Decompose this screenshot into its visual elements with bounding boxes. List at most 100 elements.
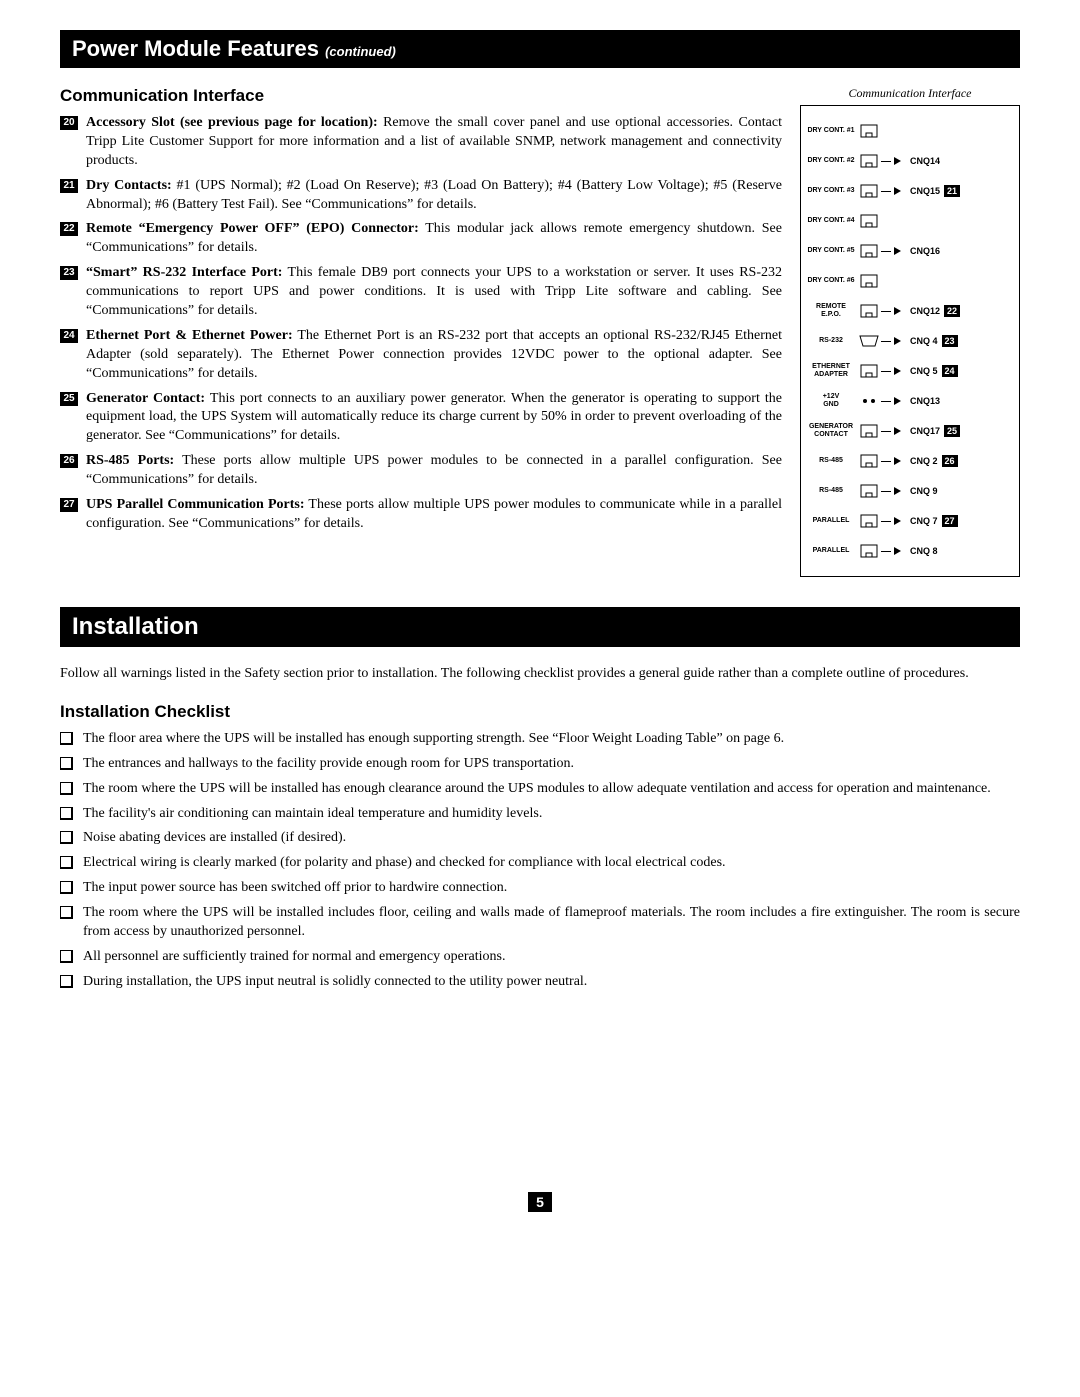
checklist-item: All personnel are sufficiently trained f…	[60, 948, 1020, 967]
port-cnq-label: CNQ 4	[910, 336, 938, 346]
port-row: +12VGNDCNQ13	[805, 386, 1015, 416]
features-column: Communication Interface 20Accessory Slot…	[60, 86, 782, 577]
port-shape	[857, 454, 881, 468]
port-label: REMOTEE.P.O.	[805, 303, 857, 318]
port-label: DRY CONT. #5	[805, 247, 857, 255]
port-cnq-label: CNQ 8	[910, 546, 938, 556]
feature-item: 20Accessory Slot (see previous page for …	[60, 114, 782, 171]
header-continued: (continued)	[325, 44, 396, 59]
port-cnq-label: CNQ12	[910, 306, 940, 316]
checklist-item: Noise abating devices are installed (if …	[60, 829, 1020, 848]
feature-item: 26 RS-485 Ports: These ports allow multip…	[60, 452, 782, 490]
port-row: RS-485CNQ 226	[805, 446, 1015, 476]
port-cnq-label: CNQ14	[910, 156, 940, 166]
checkbox-icon	[60, 975, 73, 988]
checkbox-icon	[60, 807, 73, 820]
checkbox-icon	[60, 757, 73, 770]
feature-body: Ethernet Port & Ethernet Power: The Ethe…	[86, 327, 782, 384]
communication-interface-diagram: DRY CONT. #1DRY CONT. #2CNQ14DRY CONT. #…	[800, 105, 1020, 577]
feature-number-badge: 26	[60, 454, 78, 468]
feature-body: Dry Contacts: #1 (UPS Normal); #2 (Load …	[86, 177, 782, 215]
callout-badge: 24	[942, 365, 958, 377]
port-cnq-label: CNQ15	[910, 186, 940, 196]
port-shape	[857, 184, 881, 198]
port-label: RS-232	[805, 337, 857, 345]
port-shape	[857, 395, 881, 407]
arrow-icon	[894, 187, 901, 195]
arrow-icon	[894, 337, 901, 345]
port-label: DRY CONT. #2	[805, 157, 857, 165]
checklist-text: The input power source has been switched…	[83, 879, 1020, 898]
installation-intro: Follow all warnings listed in the Safety…	[60, 665, 1020, 684]
port-row: REMOTEE.P.O. CNQ12 22	[805, 296, 1015, 326]
port-row: RS-232 CNQ 4 23	[805, 326, 1015, 356]
port-shape	[857, 214, 881, 228]
port-label: RS-485	[805, 487, 857, 495]
port-label: GENERATORCONTACT	[805, 423, 857, 438]
checkbox-icon	[60, 950, 73, 963]
port-row: DRY CONT. #3CNQ1521	[805, 176, 1015, 206]
checkbox-icon	[60, 732, 73, 745]
port-shape	[857, 424, 881, 438]
section-header-installation: Installation	[60, 607, 1020, 647]
callout-badge: 23	[942, 335, 958, 347]
port-label: DRY CONT. #1	[805, 127, 857, 135]
port-label: ETHERNETADAPTER	[805, 363, 857, 378]
feature-body: RS-485 Ports: These ports allow multiple…	[86, 452, 782, 490]
port-shape	[857, 484, 881, 498]
checklist-text: The floor area where the UPS will be ins…	[83, 730, 1020, 749]
port-cnq-label: CNQ 2	[910, 456, 938, 466]
port-row: ETHERNETADAPTERCNQ 524	[805, 356, 1015, 386]
checklist-text: During installation, the UPS input neutr…	[83, 973, 1020, 992]
port-cnq-label: CNQ17	[910, 426, 940, 436]
callout-badge: 27	[942, 515, 958, 527]
feature-body: “Smart” RS-232 Interface Port: This fema…	[86, 264, 782, 321]
port-shape	[857, 244, 881, 258]
port-cnq-label: CNQ16	[910, 246, 940, 256]
port-row: DRY CONT. #2 CNQ14	[805, 146, 1015, 176]
feature-number-badge: 27	[60, 498, 78, 512]
checkbox-icon	[60, 782, 73, 795]
checklist-text: Electrical wiring is clearly marked (for…	[83, 854, 1020, 873]
port-shape	[857, 514, 881, 528]
checklist-text: The entrances and hallways to the facili…	[83, 755, 1020, 774]
port-label: DRY CONT. #6	[805, 277, 857, 285]
arrow-icon	[894, 457, 901, 465]
arrow-icon	[894, 307, 901, 315]
checklist-text: The facility's air conditioning can main…	[83, 805, 1020, 824]
section-header-power-module: Power Module Features (continued)	[60, 30, 1020, 68]
checklist-text: All personnel are sufficiently trained f…	[83, 948, 1020, 967]
header-title: Power Module Features	[72, 36, 319, 61]
feature-number-badge: 25	[60, 392, 78, 406]
installation-checklist-heading: Installation Checklist	[60, 702, 1020, 722]
port-row: PARALLELCNQ 8	[805, 536, 1015, 566]
port-shape	[857, 335, 881, 347]
port-shape	[857, 274, 881, 288]
feature-body: Accessory Slot (see previous page for lo…	[86, 114, 782, 171]
port-shape	[857, 364, 881, 378]
feature-item: 25Generator Contact: This port connects …	[60, 390, 782, 447]
checklist-item: Electrical wiring is clearly marked (for…	[60, 854, 1020, 873]
installation-checklist: The floor area where the UPS will be ins…	[60, 730, 1020, 992]
feature-number-badge: 23	[60, 266, 78, 280]
feature-number-badge: 22	[60, 222, 78, 236]
port-row: DRY CONT. #6	[805, 266, 1015, 296]
port-label: PARALLEL	[805, 517, 857, 525]
arrow-icon	[894, 247, 901, 255]
port-row: DRY CONT. #4	[805, 206, 1015, 236]
port-cnq-label: CNQ 9	[910, 486, 938, 496]
checklist-item: The floor area where the UPS will be ins…	[60, 730, 1020, 749]
port-label: DRY CONT. #4	[805, 217, 857, 225]
checkbox-icon	[60, 906, 73, 919]
page-number: 5	[528, 1192, 552, 1212]
feature-body: Remote “Emergency Power OFF” (EPO) Conne…	[86, 220, 782, 258]
callout-badge: 22	[944, 305, 960, 317]
port-row: DRY CONT. #1	[805, 116, 1015, 146]
port-shape	[857, 544, 881, 558]
feature-number-badge: 21	[60, 179, 78, 193]
port-row: GENERATORCONTACTCNQ1725	[805, 416, 1015, 446]
checkbox-icon	[60, 831, 73, 844]
port-row: PARALLELCNQ 727	[805, 506, 1015, 536]
diagram-column: Communication Interface DRY CONT. #1DRY …	[800, 86, 1020, 577]
port-shape	[857, 154, 881, 168]
